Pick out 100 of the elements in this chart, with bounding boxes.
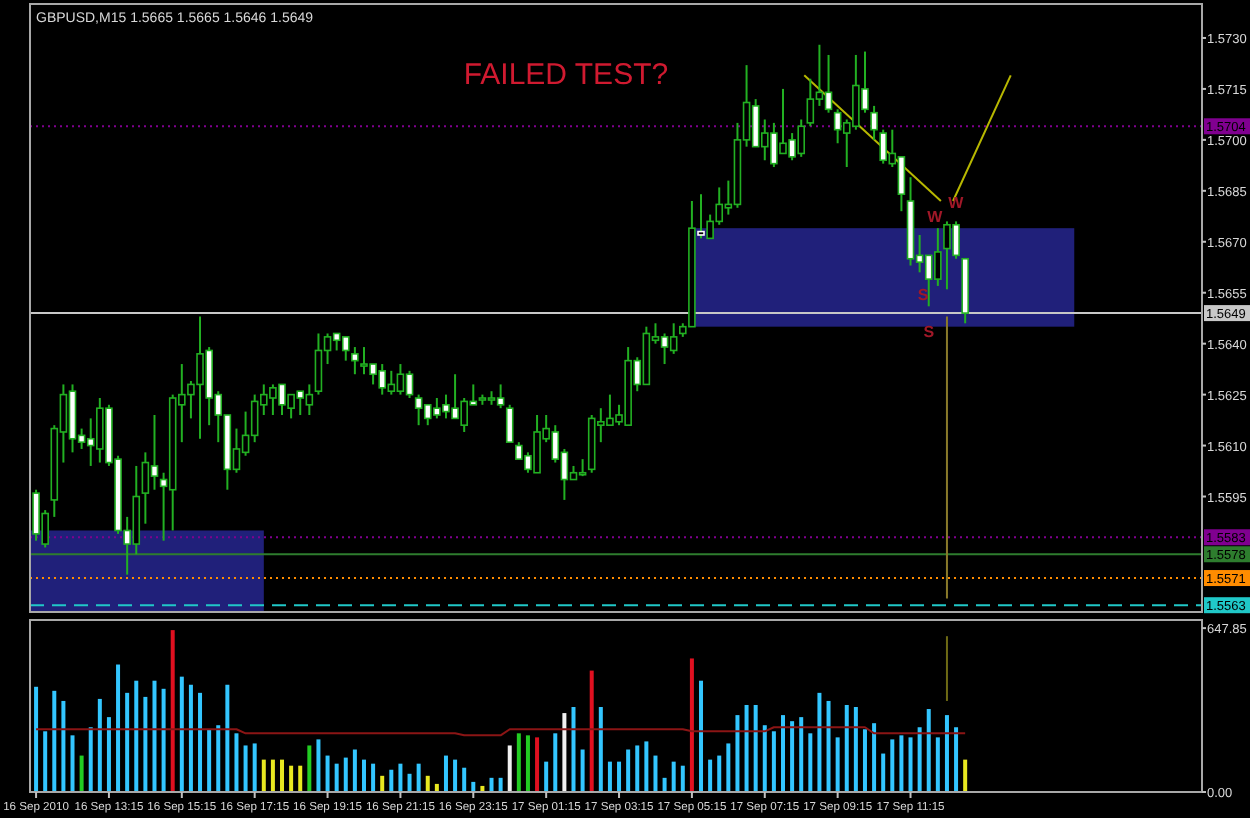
annotation: W <box>948 193 965 212</box>
bar <box>598 707 603 792</box>
bar <box>161 688 166 792</box>
bar <box>671 761 676 792</box>
bar <box>562 713 567 792</box>
bar <box>662 777 667 792</box>
bar <box>644 741 649 792</box>
bar <box>607 761 612 792</box>
bar <box>407 773 412 792</box>
bar <box>516 733 521 792</box>
bar <box>225 684 230 792</box>
bar <box>708 759 713 792</box>
bar <box>908 737 913 792</box>
bar <box>717 755 722 792</box>
bar <box>179 676 184 792</box>
bar <box>416 763 421 792</box>
bar <box>535 737 540 792</box>
bar <box>188 684 193 792</box>
bar <box>443 755 448 792</box>
bar <box>234 733 239 792</box>
bar <box>371 763 376 792</box>
bar <box>425 775 430 792</box>
bar <box>954 727 959 792</box>
candlestick <box>505 403 514 444</box>
bar <box>653 755 658 792</box>
candlestick <box>824 53 833 114</box>
bar <box>780 715 785 792</box>
annotation: FAILED TEST? <box>463 57 669 92</box>
bar <box>343 757 348 792</box>
bar <box>243 745 248 792</box>
bar <box>544 761 549 792</box>
bar <box>917 727 922 792</box>
bar <box>890 739 895 792</box>
bar <box>580 749 585 792</box>
bar <box>726 743 731 792</box>
bar <box>289 765 294 792</box>
bar <box>489 777 494 792</box>
candlestick <box>660 332 669 366</box>
bar <box>826 700 831 792</box>
bar <box>134 680 139 792</box>
bar <box>926 709 931 792</box>
bar <box>252 743 257 792</box>
bar <box>125 692 130 792</box>
bar <box>471 781 476 792</box>
candlestick <box>405 369 414 400</box>
bar <box>525 735 530 792</box>
bar <box>152 680 157 792</box>
bar <box>43 731 48 792</box>
bar <box>589 670 594 792</box>
bar <box>790 721 795 792</box>
bar <box>963 759 968 792</box>
bar <box>862 729 867 792</box>
bar <box>79 755 84 792</box>
bar <box>571 707 576 792</box>
bar <box>935 737 940 792</box>
bar <box>817 692 822 792</box>
candlestick <box>351 346 359 376</box>
bar <box>97 698 102 792</box>
candlestick <box>897 155 906 213</box>
candlestick <box>870 104 878 141</box>
bar <box>844 704 849 792</box>
bar <box>944 715 949 792</box>
bar <box>34 686 39 792</box>
candlestick <box>669 322 678 355</box>
candlestick <box>150 413 159 491</box>
bar <box>52 690 57 792</box>
bar <box>899 735 904 792</box>
bar <box>70 735 75 792</box>
bar <box>325 755 330 792</box>
bar <box>753 704 758 792</box>
bar <box>334 763 339 792</box>
bar <box>735 715 740 792</box>
bar <box>352 749 357 792</box>
annotation: W <box>927 208 944 227</box>
bar <box>626 749 631 792</box>
bar <box>872 723 877 792</box>
annotation: S <box>923 322 936 341</box>
bar <box>307 745 312 792</box>
bar <box>316 739 321 792</box>
bar <box>389 769 394 792</box>
candlestick <box>68 383 77 454</box>
bar <box>771 731 776 792</box>
bar <box>498 777 503 792</box>
bar <box>270 759 275 792</box>
bar <box>635 745 640 792</box>
bar <box>453 759 458 792</box>
candlestick <box>806 77 815 128</box>
bar <box>198 692 203 792</box>
bar <box>853 707 858 792</box>
bar <box>261 759 266 792</box>
bar <box>207 729 212 792</box>
bar <box>361 759 366 792</box>
bar <box>553 733 558 792</box>
bar <box>762 725 767 792</box>
bar <box>744 704 749 792</box>
bar <box>680 765 685 792</box>
bar <box>298 765 303 792</box>
annotation: S <box>917 286 930 305</box>
candlestick <box>496 383 505 410</box>
bar <box>462 767 467 792</box>
